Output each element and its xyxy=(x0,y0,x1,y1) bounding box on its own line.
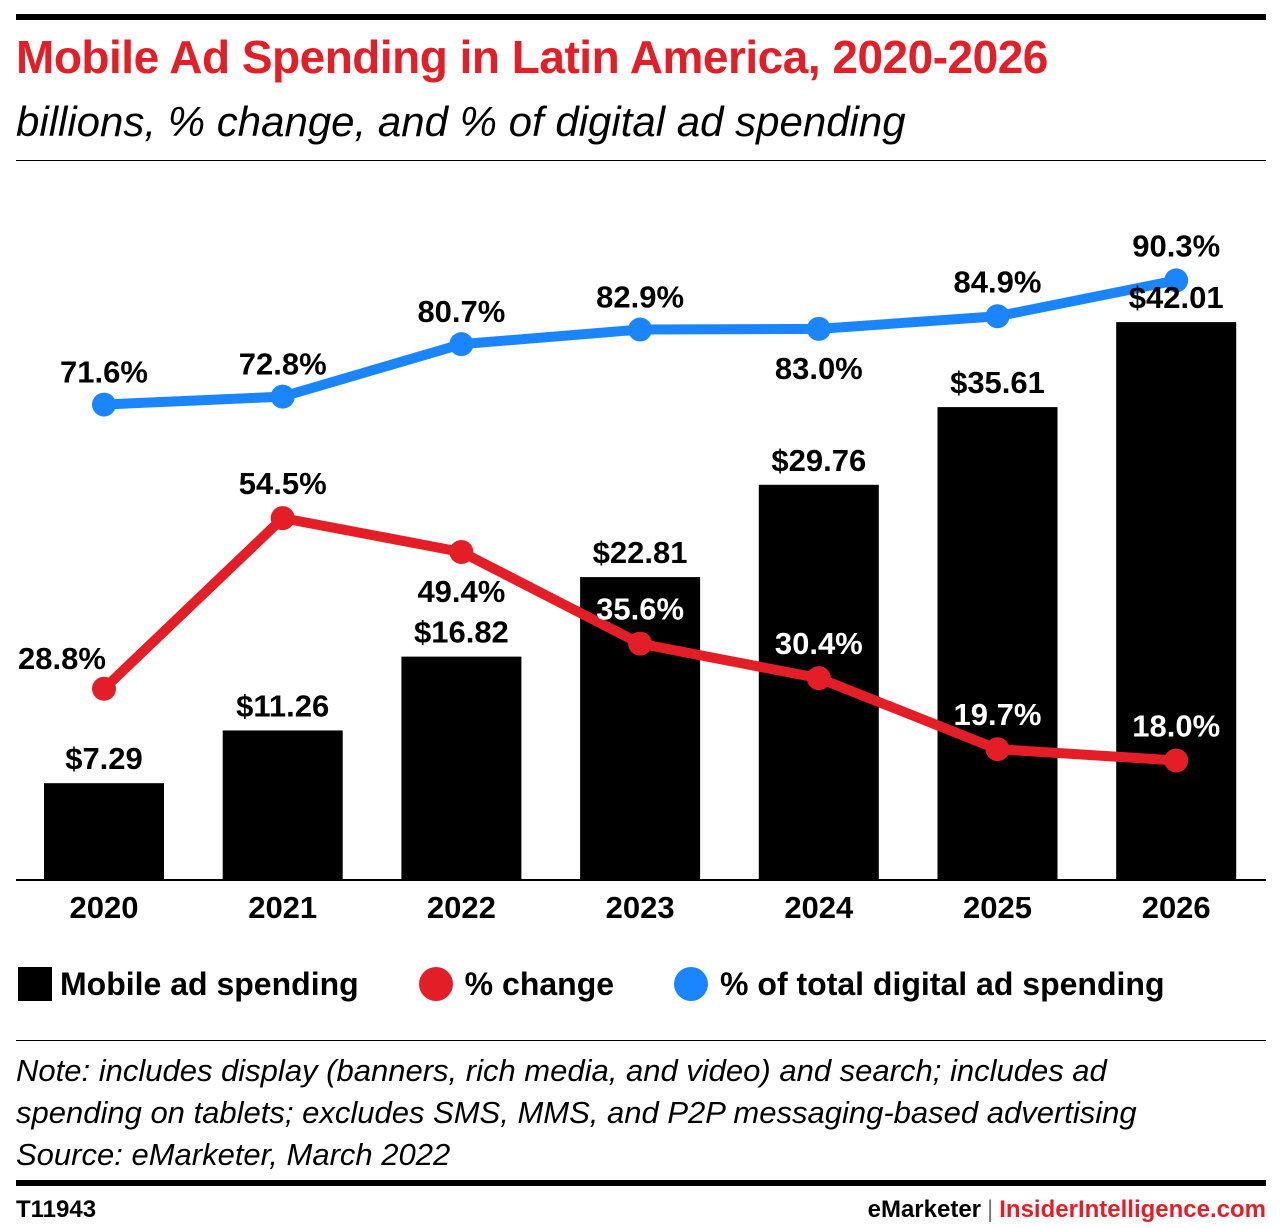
bar-2020 xyxy=(44,783,164,880)
chart-id: T11943 xyxy=(16,1196,97,1223)
legend-label-percent-of-digital: % of total digital ad spending xyxy=(720,965,1165,1002)
share-label-2021: 72.8% xyxy=(239,347,327,382)
share-point-2025 xyxy=(985,304,1010,329)
change-label-2022: 49.4% xyxy=(417,574,505,609)
change-point-2025 xyxy=(985,737,1010,762)
bar-value-label-2023: $22.81 xyxy=(593,535,688,570)
x-tick-label-2023: 2023 xyxy=(606,890,675,925)
brand-name: eMarketer xyxy=(867,1196,982,1223)
bar-value-label-2024: $29.76 xyxy=(771,443,866,478)
share-label-2020: 71.6% xyxy=(60,355,148,390)
note-rule xyxy=(16,1040,1266,1041)
change-label-2021: 54.5% xyxy=(239,466,327,501)
change-label-2026: 18.0% xyxy=(1132,708,1220,743)
change-label-2023: 35.6% xyxy=(596,592,684,627)
bottom-rule xyxy=(16,1180,1266,1186)
legend-swatch-share xyxy=(674,967,709,1001)
combo-chart: 2020 2021 2022 2023 2024 2025 2026 $7.29 $11.26 $… xyxy=(16,228,1266,925)
source-line: Source: eMarketer, March 2022 xyxy=(16,1137,451,1172)
share-point-2026 xyxy=(1164,268,1189,293)
legend-label-percent-change: % change xyxy=(464,965,615,1002)
share-label-2023: 82.9% xyxy=(596,280,684,315)
subtitle-rule xyxy=(16,160,1266,161)
legend-item-percent-of-digital: % of total digital ad spending xyxy=(674,966,1164,1003)
legend: Mobile ad spending % change % of total d… xyxy=(18,962,1164,1006)
x-tick-label-2026: 2026 xyxy=(1142,890,1211,925)
legend-label-mobile-ad-spending: Mobile ad spending xyxy=(60,965,359,1002)
change-point-2020 xyxy=(92,676,116,701)
change-label-2025: 19.7% xyxy=(954,697,1042,732)
bar-2021 xyxy=(222,730,343,880)
share-point-2023 xyxy=(628,317,653,342)
share-point-2020 xyxy=(92,392,116,417)
share-label-2024: 83.0% xyxy=(775,351,863,386)
bar-value-label-2020: $7.29 xyxy=(65,741,143,776)
bar-2022 xyxy=(401,656,522,880)
x-tick-label-2024: 2024 xyxy=(784,890,854,925)
share-label-2026: 90.3% xyxy=(1132,228,1220,263)
change-point-2023 xyxy=(628,631,653,656)
change-label-2020: 28.8% xyxy=(18,641,106,676)
footer-brand: eMarketer | InsiderIntelligence.com xyxy=(868,1196,1266,1224)
share-label-2025: 84.9% xyxy=(954,264,1042,299)
bar-value-label-2025: $35.61 xyxy=(950,365,1045,400)
change-point-2024 xyxy=(806,666,831,691)
x-tick-label-2021: 2021 xyxy=(248,890,317,925)
share-point-2022 xyxy=(449,332,474,357)
chart-subtitle: billions, % change, and % of digital ad … xyxy=(16,98,906,145)
brand-site-link[interactable]: InsiderIntelligence.com xyxy=(999,1196,1266,1223)
bar-value-label-2022: $16.82 xyxy=(414,615,509,650)
x-tick-label-2025: 2025 xyxy=(963,890,1032,925)
legend-swatch-bar xyxy=(18,967,52,1001)
share-point-2021 xyxy=(270,384,295,409)
legend-item-percent-change: % change xyxy=(418,965,615,1003)
top-rule xyxy=(16,14,1266,20)
change-point-2021 xyxy=(270,506,295,531)
legend-item-mobile-ad-spending: Mobile ad spending xyxy=(18,966,359,1003)
change-label-2024: 30.4% xyxy=(775,626,863,661)
note-block: Note: includes display (banners, rich me… xyxy=(16,1050,1271,1176)
note-line-1: Note: includes display (banners, rich me… xyxy=(16,1053,1107,1088)
change-point-2022 xyxy=(449,539,474,564)
bar-2026 xyxy=(1116,322,1237,880)
share-point-2024 xyxy=(806,316,831,341)
share-label-2022: 80.7% xyxy=(417,294,505,329)
change-point-2026 xyxy=(1164,748,1189,773)
bar-2025 xyxy=(937,407,1058,880)
bar-value-label-2021: $11.26 xyxy=(236,688,329,723)
brand-separator: | xyxy=(987,1196,994,1223)
bar-value-label-2026: $42.01 xyxy=(1129,280,1224,315)
note-line-2: spending on tablets; excludes SMS, MMS, … xyxy=(16,1095,1137,1130)
legend-swatch-change xyxy=(418,967,453,1001)
x-tick-label-2020: 2020 xyxy=(70,890,139,925)
x-tick-label-2022: 2022 xyxy=(427,890,496,925)
chart-title: Mobile Ad Spending in Latin America, 202… xyxy=(16,31,1048,83)
